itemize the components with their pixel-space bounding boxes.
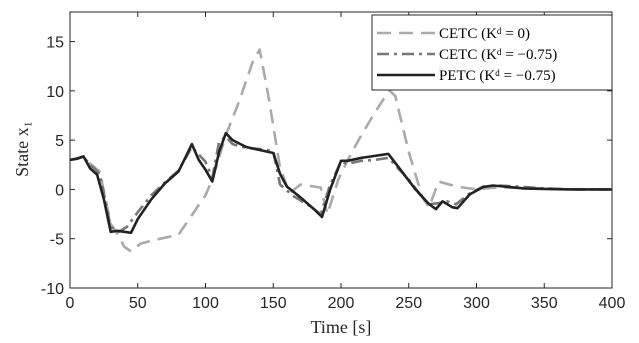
x-tick-label: 250	[395, 295, 422, 312]
x-axis-label: Time [s]	[311, 317, 372, 337]
x-tick-label: 50	[129, 295, 147, 312]
legend-label-cetc-kd075: CETC (Kᵈ = −0.75)	[439, 47, 557, 63]
y-tick-label: 5	[55, 133, 64, 150]
x-tick-label: 400	[599, 295, 626, 312]
legend-box	[371, 14, 613, 91]
series-line-1	[69, 134, 612, 234]
legend: CETC (Kᵈ = 0) CETC (Kᵈ = −0.75) PETC (Kᵈ…	[371, 14, 613, 91]
x-tick-label: 150	[260, 295, 287, 312]
y-axis-label: State x₁	[12, 121, 32, 177]
y-tick-label: -5	[50, 232, 64, 249]
y-tick-label: 15	[46, 35, 64, 52]
x-tick-label: 200	[328, 295, 355, 312]
y-tick-label: -10	[41, 281, 64, 298]
legend-label-petc-kd075: PETC (Kᵈ = −0.75)	[439, 68, 556, 84]
series-line-2	[69, 131, 612, 235]
x-tick-label: 300	[463, 295, 490, 312]
y-tick-label: 0	[55, 182, 64, 199]
series-layer	[69, 48, 612, 253]
legend-label-cetc-kd0: CETC (Kᵈ = 0)	[439, 26, 530, 42]
x-tick-label: 0	[66, 295, 75, 312]
x-tick-label: 350	[531, 295, 558, 312]
x-tick-label: 100	[192, 295, 219, 312]
y-tick-label: 10	[46, 84, 64, 101]
series-line-0	[69, 48, 612, 253]
